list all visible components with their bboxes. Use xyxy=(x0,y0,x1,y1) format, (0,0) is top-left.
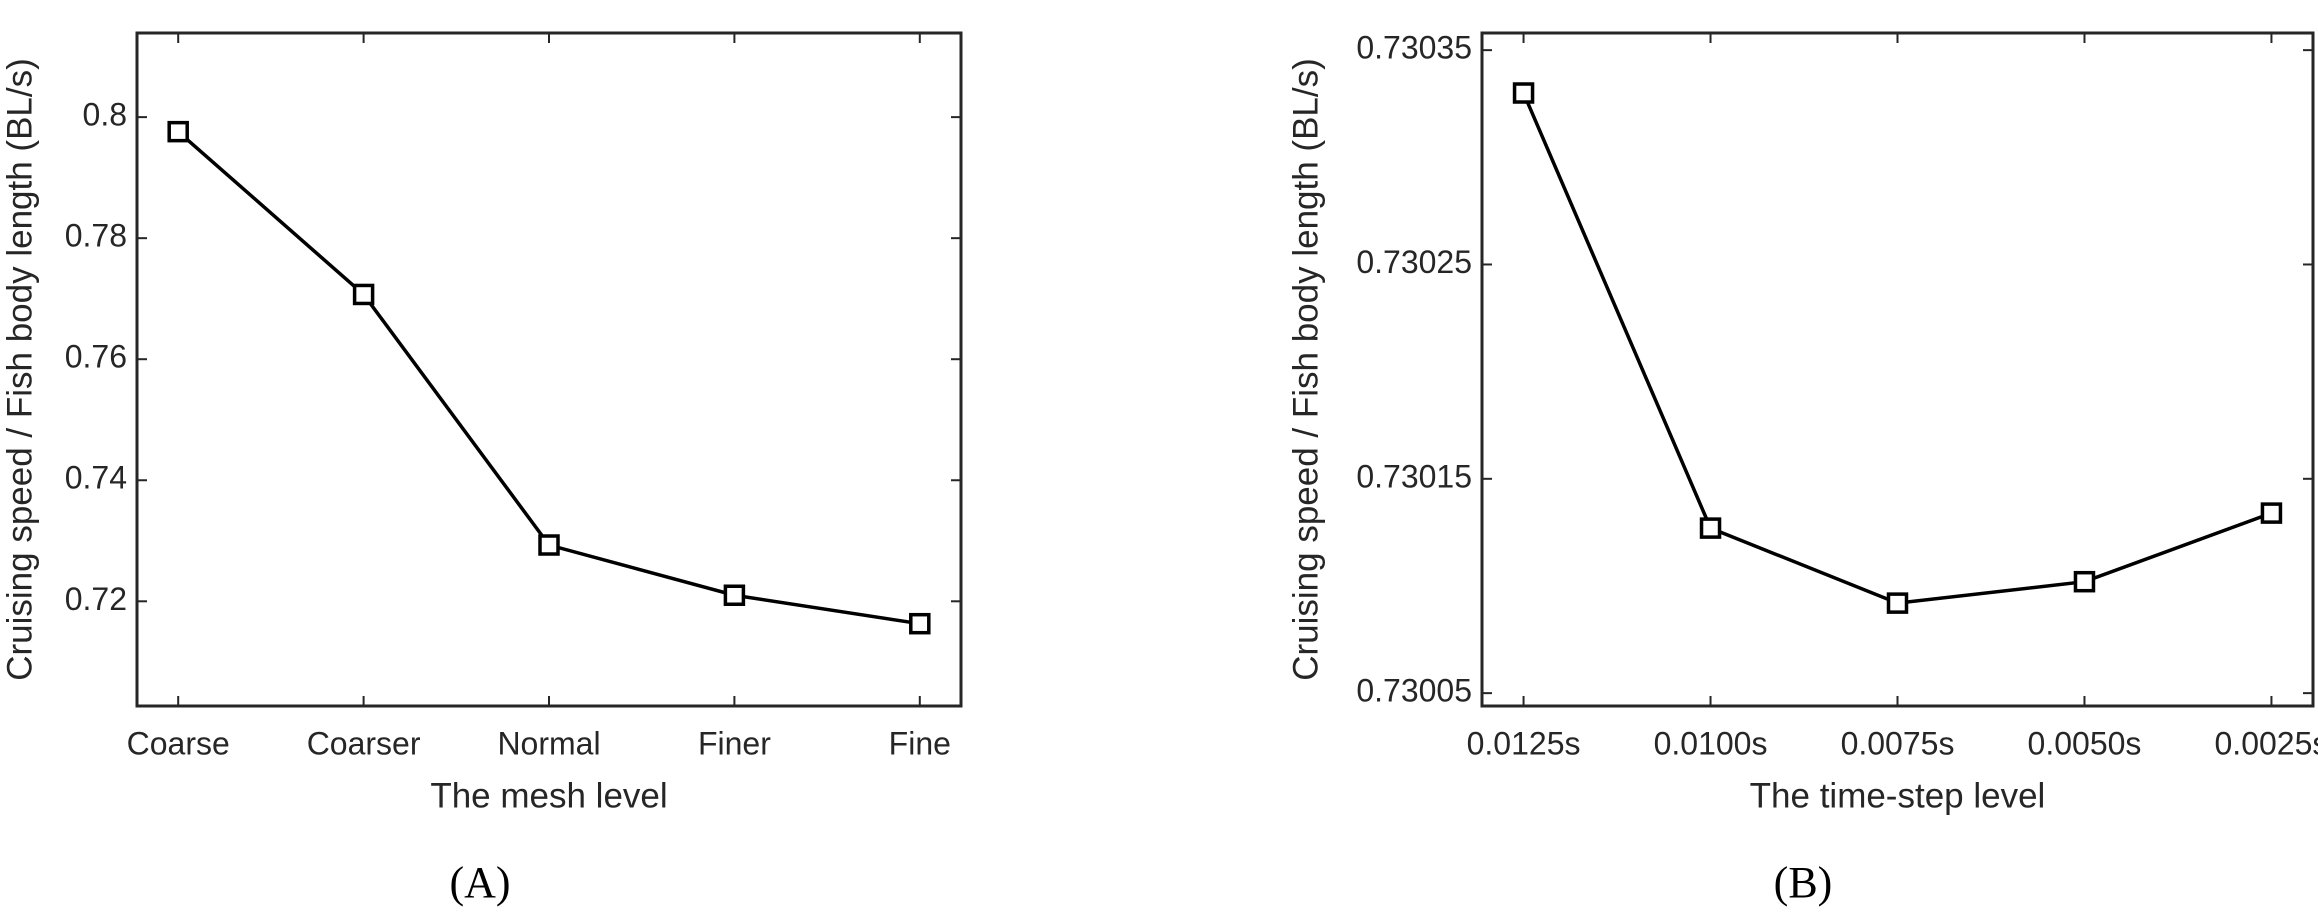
marker xyxy=(2073,570,2096,593)
marker xyxy=(1699,517,1722,539)
marker xyxy=(909,612,931,635)
marker xyxy=(352,283,375,306)
x-tick-label: 0.0075s xyxy=(1841,725,1955,761)
x-tick-label: 0.0125s xyxy=(1467,725,1581,761)
x-axis-label: The mesh level xyxy=(430,776,667,815)
x-tick-label: Fine xyxy=(889,725,951,761)
y-tick-label: 0.73015 xyxy=(1356,458,1472,494)
line xyxy=(1521,92,2273,605)
x-tick-label: Normal xyxy=(497,725,600,761)
y-tick-label: 0.72 xyxy=(65,581,127,617)
y-tick-label: 0.74 xyxy=(65,460,127,496)
x-tick-label: 0.0050s xyxy=(2028,725,2142,761)
y-axis-label: Cruising speed / Fish body length (BL/s) xyxy=(0,58,39,681)
axes-box xyxy=(135,31,963,708)
y-tick-label: 0.73035 xyxy=(1356,30,1472,66)
y-tick-label: 0.73025 xyxy=(1356,244,1472,280)
y-tick-label: 0.76 xyxy=(65,339,127,375)
marker xyxy=(2260,502,2283,524)
axes-box xyxy=(1480,31,2315,708)
y-tick-label: 0.8 xyxy=(83,97,127,133)
x-tick-label: 0.0025s xyxy=(2215,725,2318,761)
caption: (A) xyxy=(449,858,510,907)
x-tick-label: Coarse xyxy=(127,725,230,761)
y-tick-label: 0.78 xyxy=(65,218,127,254)
x-tick-label: 0.0100s xyxy=(1654,725,1768,761)
y-axis-label: Cruising speed / Fish body length (BL/s) xyxy=(1286,58,1325,681)
x-tick-label: Finer xyxy=(698,725,771,761)
x-tick-label: Coarser xyxy=(307,725,421,761)
marker xyxy=(1512,82,1535,104)
y-tick-label: 0.73005 xyxy=(1356,673,1472,709)
marker xyxy=(1886,592,1909,614)
x-axis-label: The time-step level xyxy=(1750,776,2046,815)
marker xyxy=(167,120,189,143)
marker xyxy=(538,534,560,556)
caption: (B) xyxy=(1774,858,1833,907)
marker xyxy=(723,584,746,606)
